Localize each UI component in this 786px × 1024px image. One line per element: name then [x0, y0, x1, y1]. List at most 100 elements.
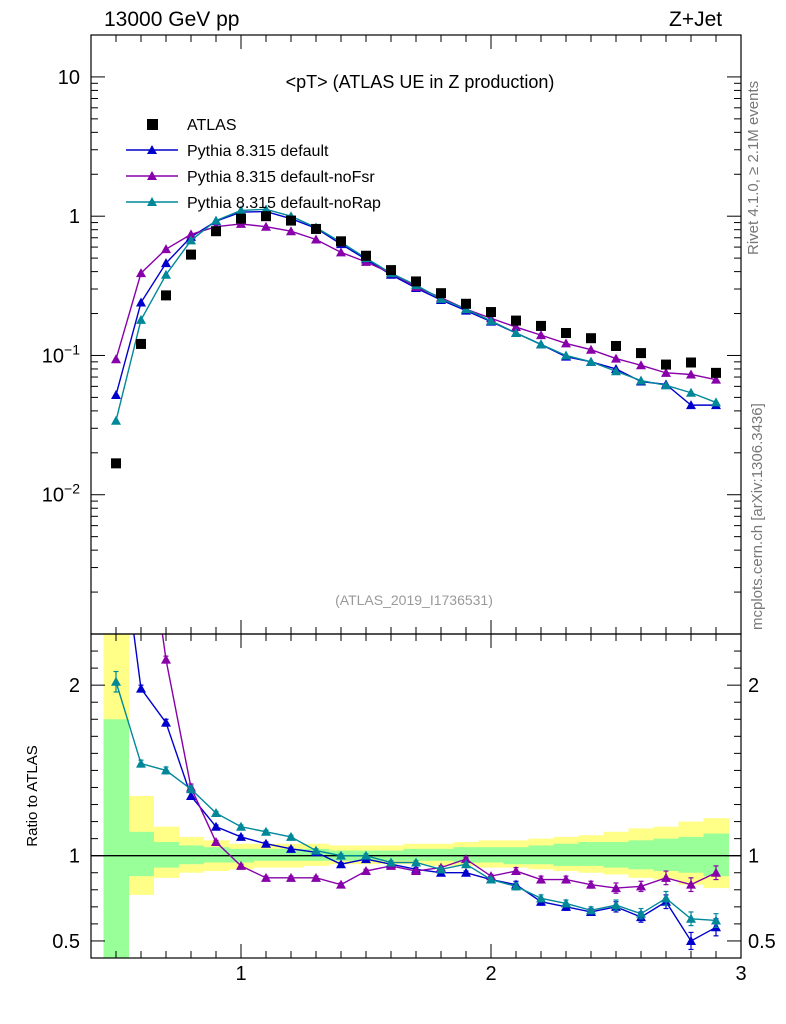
ratio-point-noRap — [111, 676, 121, 686]
point-atlas — [711, 367, 721, 378]
ratio-point-noRap — [211, 808, 221, 818]
ratio-point-noFsr — [261, 872, 271, 882]
ratio-point-noRap — [511, 881, 521, 891]
ratio-point-noFsr — [561, 874, 571, 884]
ratio-point-noFsr — [636, 881, 646, 891]
ratio-y-axis-label: Ratio to ATLAS — [24, 745, 41, 846]
main-panel — [111, 204, 721, 469]
point-noFsr — [586, 344, 596, 354]
point-default — [161, 258, 171, 268]
ratio-point-noRap — [161, 765, 171, 775]
ratio-point-noFsr — [236, 860, 246, 870]
legend-item-atlas: ATLAS — [147, 117, 237, 134]
ratio-point-default — [136, 683, 146, 693]
ratio-point-noFsr — [511, 866, 521, 876]
point-atlas — [436, 288, 446, 299]
ratio-y-tick-label: 1 — [69, 846, 80, 868]
ratio-y-tick-label: 0.5 — [52, 931, 80, 953]
uncertainty-band-inner — [553, 843, 579, 866]
ratio-point-noFsr — [311, 872, 321, 882]
uncertainty-band-inner — [428, 848, 454, 861]
ratio-point-noFsr — [211, 837, 221, 847]
point-noRap — [561, 350, 571, 360]
main-plot-area — [111, 204, 721, 469]
ratio-point-noRap — [461, 859, 471, 869]
point-atlas — [261, 211, 271, 222]
point-atlas — [311, 223, 321, 234]
point-atlas — [486, 307, 496, 318]
ratio-point-default — [336, 859, 346, 869]
ratio-point-noRap — [486, 874, 496, 884]
x-tick-label: 3 — [735, 963, 746, 985]
y-tick-label: 10−1 — [42, 341, 80, 367]
ratio-point-noFsr — [411, 866, 421, 876]
line-noRap — [115, 208, 717, 421]
point-noFsr — [636, 360, 646, 370]
uncertainty-band-inner — [628, 840, 654, 870]
ratio-point-noRap — [186, 784, 196, 794]
ratio-point-noRap — [411, 857, 421, 867]
point-atlas — [636, 348, 646, 359]
ratio-point-noFsr — [461, 854, 471, 864]
point-noRap — [161, 269, 171, 279]
uncertainty-band-inner — [653, 838, 679, 872]
y-tick-label: 10−2 — [42, 481, 80, 507]
point-noRap — [711, 397, 721, 407]
point-noFsr — [111, 354, 121, 364]
point-atlas — [161, 290, 171, 301]
ratio-point-noFsr — [161, 654, 171, 664]
uncertainty-band-inner — [528, 845, 554, 865]
legend-label: Pythia 8.315 default-noRap — [187, 195, 381, 212]
ratio-point-default — [161, 717, 171, 727]
legend-item-noRap: Pythia 8.315 default-noRap — [126, 195, 381, 212]
ratio-point-noFsr — [611, 883, 621, 893]
legend-marker-atlas — [147, 119, 158, 130]
ratio-point-noRap — [336, 850, 346, 860]
point-noRap — [111, 415, 121, 425]
legend-label: Pythia 8.315 default — [187, 143, 329, 160]
point-noRap — [636, 375, 646, 385]
ratio-point-noRap — [636, 908, 646, 918]
ratio-y-tick-label-right: 1 — [748, 846, 759, 868]
chart-title: <pT> (ATLAS UE in Z production) — [286, 72, 555, 92]
header-left: 13000 GeV pp — [104, 8, 240, 31]
point-noFsr — [561, 338, 571, 348]
ratio-line-noFsr — [161, 634, 717, 889]
point-atlas — [186, 249, 196, 260]
point-noFsr — [536, 330, 546, 340]
legend: ATLAS Pythia 8.315 default Pythia 8.315 de… — [126, 117, 381, 212]
ratio-point-noFsr — [711, 867, 721, 877]
ratio-y-tick-label-right: 0.5 — [748, 931, 776, 953]
ratio-point-noFsr — [686, 879, 696, 889]
ratio-point-default — [461, 867, 471, 877]
ratio-point-noFsr — [336, 879, 346, 889]
x-tick-label: 1 — [235, 963, 246, 985]
ratio-point-noRap — [536, 893, 546, 903]
ratio-point-noRap — [386, 857, 396, 867]
point-atlas — [236, 213, 246, 224]
ratio-point-noRap — [236, 821, 246, 831]
ratio-point-noRap — [586, 905, 596, 915]
analysis-id: (ATLAS_2019_I1736531) — [335, 592, 493, 608]
point-noFsr — [311, 234, 321, 244]
ratio-point-noFsr — [586, 879, 596, 889]
x-tick-label: 2 — [485, 963, 496, 985]
point-atlas — [286, 215, 296, 226]
point-atlas — [561, 327, 571, 338]
ratio-y-tick-label-right: 2 — [748, 675, 759, 697]
point-noRap — [686, 387, 696, 397]
point-noRap — [186, 235, 196, 245]
ratio-point-noRap — [436, 864, 446, 874]
ratio-point-default — [236, 831, 246, 841]
legend-item-noFsr: Pythia 8.315 default-noFsr — [126, 169, 375, 186]
point-atlas — [686, 357, 696, 368]
ratio-point-noRap — [686, 913, 696, 923]
point-noFsr — [161, 244, 171, 254]
point-noRap — [236, 205, 246, 215]
point-noRap — [136, 314, 146, 324]
point-default — [136, 297, 146, 307]
legend-item-default: Pythia 8.315 default — [126, 143, 329, 160]
point-noRap — [536, 339, 546, 349]
ratio-point-noRap — [361, 850, 371, 860]
